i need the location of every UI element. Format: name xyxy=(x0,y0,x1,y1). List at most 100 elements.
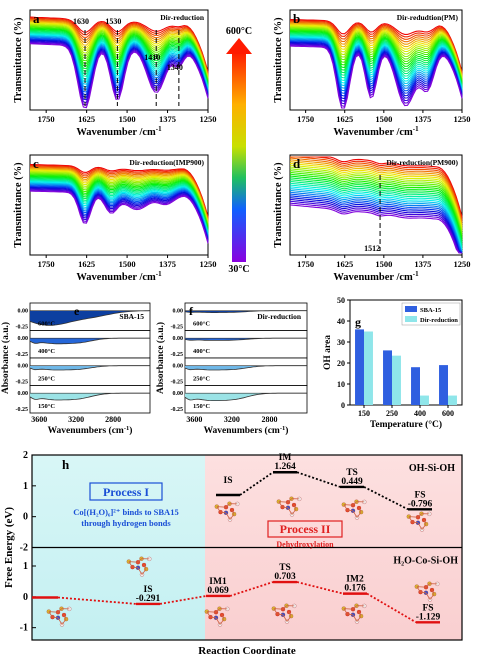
spectrum-line xyxy=(29,38,209,96)
bar-dir-reduction xyxy=(448,395,457,405)
temperature-label: 600°C xyxy=(193,321,210,328)
spectrum-line xyxy=(289,23,463,77)
spectrum-line xyxy=(289,157,463,223)
panel-c-ir-spectrum: Dir-reduction(IMP900) c 1750 1625 1500 1375 12… xyxy=(13,154,217,283)
spectrum-line xyxy=(29,39,209,98)
spectrum-line xyxy=(289,195,463,254)
y-tick-label: 0.00 xyxy=(18,336,29,342)
state-label: TS xyxy=(279,563,291,573)
spectrum-line xyxy=(29,173,209,227)
legend: SBA-15 Dir-reduction xyxy=(401,302,461,326)
x-tick-label: 3200 xyxy=(68,415,84,424)
y-tick-label: 20 xyxy=(337,359,345,368)
subplot-frame xyxy=(184,357,308,386)
y-tick-label: -1 xyxy=(20,623,28,634)
x-tick-label: 1250 xyxy=(200,259,217,269)
spectrum-line xyxy=(29,33,209,89)
molecule-structure-image xyxy=(414,581,440,602)
spectrum-line xyxy=(29,190,209,244)
spectrum-line xyxy=(289,202,462,254)
y-axis-label: Free Energy (eV) xyxy=(3,507,15,588)
y-tick-label: -0.25 xyxy=(16,325,29,331)
spectrum-line xyxy=(29,163,209,217)
spectrum-line xyxy=(289,159,463,225)
panel-title: SBA-15 xyxy=(119,312,144,321)
spectrum-line xyxy=(289,25,463,79)
y-axis-label: Absorbance (a.u.) xyxy=(155,322,166,394)
spectrum-line xyxy=(29,43,209,109)
panel-title: Dir-reduction xyxy=(257,312,302,321)
panel-g-bar-chart: 150 250 400 600 0 10 20 30 40 50 Temperature (°C) O… xyxy=(323,296,463,430)
x-tick-label: 1625 xyxy=(336,114,353,124)
energy-value: 0.449 xyxy=(341,477,363,487)
spectrum-line xyxy=(30,183,209,237)
panel-h-free-energy: 2 1 0 -2 1 0 -1 Free Energy (eV) Reaction Coordi… xyxy=(3,450,463,657)
spectrum-line xyxy=(29,16,209,72)
x-axis-label: Temperature (°C) xyxy=(370,419,442,430)
spectrum-line xyxy=(289,186,463,252)
spectrum-line xyxy=(29,169,209,223)
panel-d-ir-spectrum: 1512 Dir-reduction(PM900) d 1750 1625 1500 137… xyxy=(273,154,471,283)
spectrum-line xyxy=(289,191,463,254)
spectrum-line xyxy=(289,24,463,78)
y-axis-label: Transmittance (%) xyxy=(13,162,24,248)
peak-label: 1512 xyxy=(364,244,380,253)
x-axis-label: Wavenumber /cm-1 xyxy=(76,125,162,138)
x-tick-label: 3200 xyxy=(224,415,240,424)
molecule-structure-image xyxy=(46,606,72,627)
spectrum-line xyxy=(289,29,463,82)
panel-e-absorbance: 600°C 0.00 -0.25 400°C 0.00 -0.25 250°C 0.00 -0.… xyxy=(0,302,151,436)
x-tick-label: 150 xyxy=(358,409,370,418)
y-tick-label: -0.25 xyxy=(16,407,29,413)
spectrum-line xyxy=(289,28,463,82)
x-axis-label: Wavenumbers (cm-1) xyxy=(204,425,289,437)
panel-letter: a xyxy=(33,11,40,26)
panel-title: Dir-reduction(IMP900) xyxy=(129,158,204,167)
spectrum-line xyxy=(289,193,463,254)
spectrum-line xyxy=(29,25,209,82)
spectrum-line xyxy=(289,168,463,234)
spectrum-line xyxy=(29,185,209,239)
spectrum-line xyxy=(290,156,463,221)
absorbance-line xyxy=(29,310,151,326)
y-tick-label: -0.25 xyxy=(16,380,29,386)
peak-label: 1340 xyxy=(167,63,183,72)
spectrum-line xyxy=(29,165,209,219)
legend-swatch xyxy=(405,306,417,312)
y-tick-label: 0.00 xyxy=(18,391,29,397)
x-tick-label: 1250 xyxy=(454,114,471,124)
panel-title: Dir-redudtion(PM) xyxy=(397,13,459,22)
spectrum-line xyxy=(289,184,463,250)
x-tick-label: 3600 xyxy=(186,415,202,424)
spectrum-line xyxy=(30,172,209,226)
spectrum-line xyxy=(29,19,209,75)
spectrum-line xyxy=(289,189,463,254)
legend-swatch xyxy=(405,316,417,322)
molecule-structure-image xyxy=(406,511,432,532)
x-axis-label: Reaction Coordinate xyxy=(198,645,296,657)
state-label: FS xyxy=(414,490,425,500)
x-tick-label: 1375 xyxy=(414,259,431,269)
panel-title: Dir-reduction(PM900) xyxy=(386,158,458,167)
energy-value: -0.796 xyxy=(408,499,433,509)
state-label: IS xyxy=(224,476,233,486)
panel-b-ir-spectrum: Dir-redudtion(PM) b 1750 1625 1500 1375 1250 Wa… xyxy=(273,9,471,138)
bar-dir-reduction xyxy=(364,331,373,405)
x-tick-label: 1750 xyxy=(38,114,55,124)
y-tick-label: 0.00 xyxy=(18,364,29,370)
y-axis-label: OH area xyxy=(323,335,333,370)
spectrum-line xyxy=(289,171,463,237)
y-tick-label: 0 xyxy=(23,512,28,523)
y-axis-label: Transmittance (%) xyxy=(13,17,24,103)
spectrum-line xyxy=(29,176,209,230)
spectrum-line xyxy=(29,35,209,92)
spectrum-line xyxy=(289,170,463,235)
spectrum-line xyxy=(289,173,463,239)
spectrum-line xyxy=(289,179,463,244)
temperature-label: 150°C xyxy=(38,403,55,410)
spectrum-line xyxy=(29,189,209,243)
spectrum-line xyxy=(29,28,209,84)
spectrum-line xyxy=(30,166,209,220)
x-tick-label: 1375 xyxy=(159,259,176,269)
bar-sba15 xyxy=(355,329,364,405)
